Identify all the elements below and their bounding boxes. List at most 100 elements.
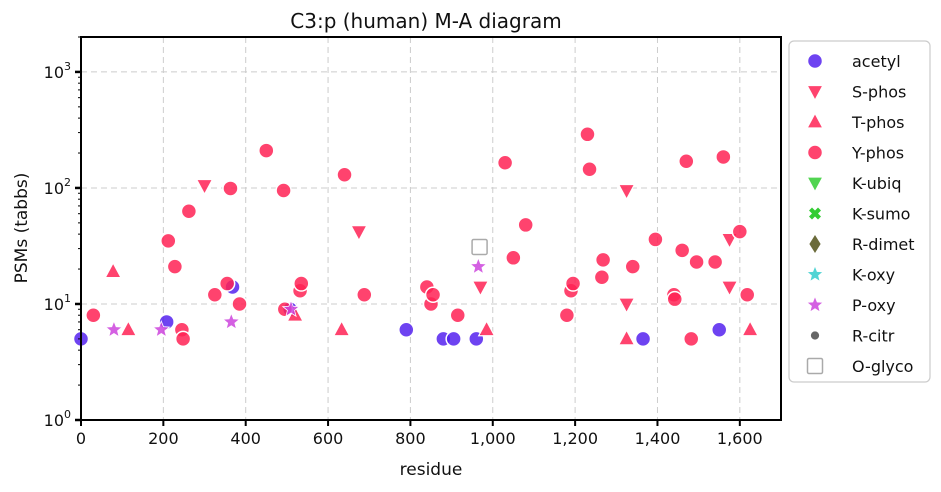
legend-marker-y-phos [806,144,824,161]
x-tick-label: 0 [76,429,86,448]
point-y-phos [666,290,684,308]
legend-item-r-dimet: R-dimet [809,235,915,254]
legend-label-o-glyco: O-glyco [852,357,913,376]
legend-marker-acetyl [806,52,824,70]
x-tick-label: 1,600 [717,429,763,448]
point-y-phos [673,242,691,259]
point-t-phos [741,319,759,337]
point-y-phos [275,182,292,199]
point-y-phos [678,152,695,170]
y-axis-label: PSMs (tabbs) [12,173,32,284]
chart-title: C3:p (human) M-A diagram [290,9,561,33]
legend-item-r-citr: R-citr [810,327,895,346]
legend-item-p-oxy: P-oxy [805,295,896,315]
y-tick-label: 102 [44,176,71,198]
point-s-phos [350,225,368,242]
point-y-phos [564,275,582,292]
legend-item-y-phos: Y-phos [806,144,904,163]
point-y-phos [738,286,756,304]
point-y-phos [505,249,522,267]
point-p-oxy [152,319,171,338]
point-y-phos [682,330,700,348]
point-y-phos [706,253,724,271]
point-acetyl [634,330,652,348]
legend-marker-k-sumo [809,207,821,220]
y-axis-ticks: 100 101 102 103 [44,36,81,430]
point-s-phos [617,297,636,314]
point-t-phos [477,319,496,337]
point-y-phos [496,154,514,171]
legend-item-o-glyco: O-glyco [806,357,913,376]
point-y-phos [174,330,192,348]
point-s-phos [720,280,739,297]
legend-label-r-dimet: R-dimet [852,235,915,254]
point-y-phos [258,142,275,159]
legend-label-s-phos: S-phos [852,83,906,102]
point-y-phos [449,306,467,324]
point-acetyl [445,330,462,348]
legend-label-acetyl: acetyl [852,52,901,71]
data-points [72,126,759,348]
point-t-phos [104,261,122,279]
x-tick-label: 200 [148,429,179,448]
point-s-phos [617,183,636,201]
legend-label-k-sumo: K-sumo [852,205,910,224]
point-y-phos [558,306,576,324]
legend-frame [788,40,931,383]
point-y-phos [424,286,442,304]
legend-item-k-oxy: K-oxy [805,264,895,285]
y-tick-label: 101 [44,292,71,314]
point-acetyl [398,321,415,338]
point-y-phos [579,126,596,143]
point-y-phos [688,253,705,271]
point-y-phos [647,231,664,248]
legend-item-s-phos: S-phos [806,83,906,102]
legend-item-t-phos: T-phos [806,112,905,132]
point-y-phos [231,295,248,313]
point-y-phos [581,160,598,178]
point-y-phos [206,286,224,304]
point-y-phos [222,180,239,197]
point-y-phos [336,166,353,183]
point-y-phos [180,202,198,220]
point-t-phos [617,329,636,346]
grid-lines [80,37,781,420]
legend-marker-r-citr [810,331,820,340]
point-s-phos [195,178,214,196]
x-axis-ticks: 0 200 400 600 800 1,000 1,200 1,400 1,600 [76,420,763,448]
point-s-phos [471,280,490,297]
legend-item-k-ubiq: K-ubiq [806,174,901,193]
legend-marker-s-phos [806,84,824,102]
x-tick-label: 800 [395,429,426,448]
point-y-phos [517,216,534,234]
legend-marker-p-oxy [805,295,825,313]
point-t-phos [119,319,138,337]
legend-label-y-phos: Y-phos [851,144,904,163]
point-p-oxy [469,256,488,275]
legend-marker-t-phos [806,112,824,129]
point-y-phos [715,148,732,166]
point-o-glyco [471,238,488,256]
legend-item-k-sumo: K-sumo [809,205,910,224]
legend-label-p-oxy: P-oxy [852,296,896,315]
point-t-phos [332,319,351,337]
point-p-oxy [222,312,241,330]
legend-marker-o-glyco [806,357,824,375]
point-y-phos [356,286,373,304]
legend-marker-k-ubiq [806,176,824,193]
point-s-phos [720,232,739,250]
y-tick-label: 103 [44,60,71,82]
x-tick-label: 1,400 [635,429,681,448]
legend-label-k-oxy: K-oxy [852,266,895,285]
legend: acetyl S-phos T-phos Y-phos K-ubiq K-sumo R-di… [788,40,931,383]
legend-label-k-ubiq: K-ubiq [852,174,901,193]
legend-label-t-phos: T-phos [851,113,905,132]
point-y-phos [624,258,642,275]
point-y-phos [166,258,184,275]
point-y-phos [218,275,236,292]
legend-label-r-citr: R-citr [852,327,895,346]
x-tick-label: 1,000 [470,429,516,448]
legend-marker-k-oxy [805,264,825,283]
point-acetyl [710,321,728,338]
